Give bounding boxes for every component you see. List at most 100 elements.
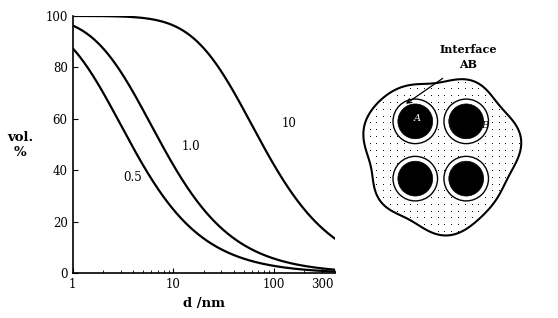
Point [372, 127, 381, 132]
Point [379, 181, 388, 186]
Point [454, 86, 463, 91]
Point [386, 161, 395, 166]
Point [426, 201, 435, 206]
Point [426, 215, 435, 220]
Point [454, 154, 463, 159]
Point [480, 201, 489, 206]
Point [446, 195, 455, 200]
Point [365, 134, 374, 139]
Point [508, 127, 517, 132]
Point [494, 147, 503, 152]
Circle shape [393, 156, 437, 201]
Point [467, 215, 476, 220]
Point [494, 134, 503, 139]
Point [426, 222, 435, 227]
Point [406, 147, 415, 152]
Point [460, 208, 469, 213]
Point [426, 93, 435, 98]
Point [487, 127, 496, 132]
Point [426, 100, 435, 105]
Point [454, 222, 463, 227]
Circle shape [444, 156, 488, 201]
Point [501, 134, 510, 139]
Circle shape [393, 99, 437, 144]
Point [487, 113, 496, 118]
Point [501, 113, 510, 118]
Point [372, 140, 381, 145]
Point [392, 140, 401, 145]
Point [474, 93, 483, 98]
Point [365, 120, 374, 125]
Point [386, 127, 395, 132]
Point [365, 147, 374, 152]
Text: 10: 10 [282, 117, 297, 130]
Point [386, 201, 395, 206]
Point [480, 161, 489, 166]
Point [440, 201, 449, 206]
Point [501, 147, 510, 152]
Point [433, 134, 442, 139]
Point [460, 79, 469, 84]
Point [399, 140, 408, 145]
Point [501, 140, 510, 145]
Point [474, 201, 483, 206]
Point [467, 147, 476, 152]
Point [433, 106, 442, 111]
Point [494, 161, 503, 166]
Point [433, 215, 442, 220]
Point [487, 140, 496, 145]
Point [480, 195, 489, 200]
Point [460, 222, 469, 227]
Point [413, 215, 422, 220]
Point [379, 120, 388, 125]
Point [365, 140, 374, 145]
Point [446, 140, 455, 145]
Point [386, 106, 395, 111]
Point [392, 154, 401, 159]
Point [514, 140, 523, 145]
Point [399, 208, 408, 213]
Point [433, 188, 442, 193]
Point [508, 140, 517, 145]
Point [379, 113, 388, 118]
Point [494, 188, 503, 193]
Point [508, 161, 517, 166]
Point [487, 154, 496, 159]
Point [494, 127, 503, 132]
Point [372, 120, 381, 125]
Point [379, 174, 388, 179]
Point [494, 106, 503, 111]
Point [446, 154, 455, 159]
Point [501, 167, 510, 172]
Y-axis label: vol.
%: vol. % [7, 131, 33, 159]
Point [386, 181, 395, 186]
Point [372, 174, 381, 179]
Point [467, 208, 476, 213]
Point [501, 120, 510, 125]
Point [406, 93, 415, 98]
Point [440, 134, 449, 139]
Point [446, 147, 455, 152]
Point [379, 106, 388, 111]
Point [420, 208, 429, 213]
Point [433, 127, 442, 132]
Point [426, 140, 435, 145]
Point [440, 195, 449, 200]
Point [494, 167, 503, 172]
Point [487, 188, 496, 193]
Point [440, 140, 449, 145]
Point [379, 154, 388, 159]
Point [454, 229, 463, 234]
Point [454, 215, 463, 220]
Point [413, 147, 422, 152]
Point [487, 174, 496, 179]
Point [420, 147, 429, 152]
Point [487, 100, 496, 105]
Point [460, 215, 469, 220]
Point [406, 208, 415, 213]
Point [392, 161, 401, 166]
Point [440, 161, 449, 166]
Circle shape [398, 104, 432, 139]
Point [392, 201, 401, 206]
Circle shape [449, 104, 484, 139]
